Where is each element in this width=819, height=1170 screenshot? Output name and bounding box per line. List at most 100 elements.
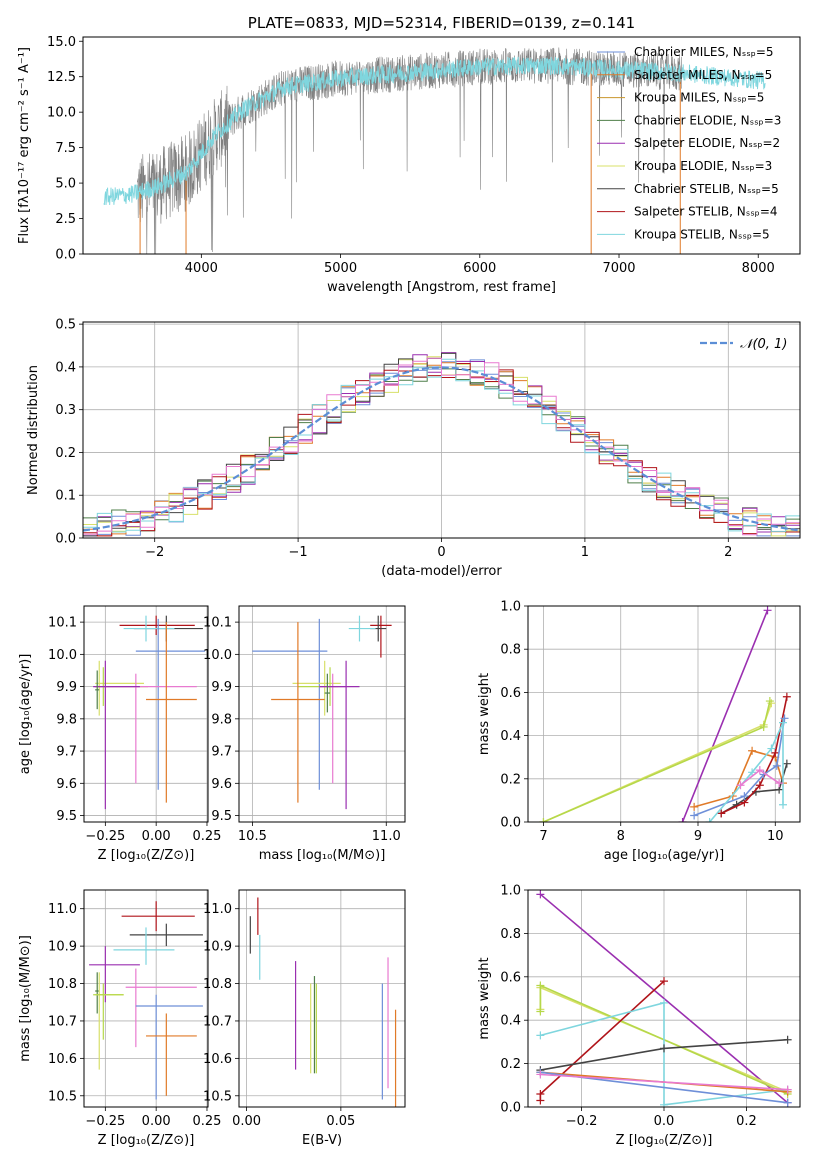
axes-residuals: −2 −1 0 1 2 0.0 0.1 0.2 0.3 0.4 0.5 (data-model)/er… [26, 318, 801, 579]
series-marker [736, 781, 745, 790]
errorbar-point [95, 673, 197, 784]
plot-area-weight_vs_age [528, 606, 800, 822]
x-tick-label: 7 [539, 829, 547, 844]
y-tick-label: 0.5 [55, 318, 76, 333]
errorbar-point [292, 660, 341, 716]
series-marker [678, 818, 687, 822]
x-tick-label: 0.00 [142, 1114, 171, 1129]
y-tick-label: 15.0 [47, 35, 76, 50]
legend-entry: 𝒩(0, 1) [740, 337, 787, 352]
x-tick-label: 5000 [324, 261, 357, 276]
plot-area-residuals [83, 322, 800, 538]
series-marker [536, 1031, 545, 1040]
x-tick-label: 0.25 [193, 829, 222, 844]
y-axis-label: mass [log₁₀(M/M⊙)] [18, 935, 33, 1062]
y-tick-label: 10.7 [48, 1014, 77, 1029]
axes-weight_vs_Z: −0.2 0.0 0.2 0.0 0.2 0.4 0.6 0.8 1.0 Z [log₁₀(Z/Z… [477, 884, 801, 1148]
plot-area-mass_vs_Z [84, 890, 208, 1107]
axes-frame [83, 889, 209, 1108]
series-marker [767, 744, 776, 753]
x-axis-label: E(B-V) [302, 1133, 342, 1148]
x-tick-label: 0.05 [326, 1114, 355, 1129]
series-marker [763, 606, 772, 615]
x-tick-label: −0.25 [85, 829, 125, 844]
errorbar-point [324, 673, 331, 713]
series-line [693, 718, 786, 817]
x-axis-label: mass [log₁₀(M/M⊙)] [259, 848, 386, 863]
x-axis-label: Z [log₁₀(Z/Z⊙)] [616, 1133, 713, 1148]
y-tick-label: 10.1 [48, 616, 77, 631]
x-axis-label: age [log₁₀(age/yr)] [604, 848, 725, 863]
series-marker [717, 809, 726, 818]
errorbar-point [146, 622, 197, 803]
axes-mass_vs_Z: −0.25 0.00 0.25 10.5 10.6 10.7 10.8 10.9 11.0 Z [… [18, 889, 221, 1148]
series-marker [755, 781, 764, 790]
x-tick-label: −0.25 [85, 1114, 125, 1129]
x-tick-label: 9 [694, 829, 702, 844]
errorbar-point [129, 923, 203, 947]
y-tick-label: 0.0 [500, 816, 521, 831]
axes-age_vs_Z: −0.25 0.00 0.25 9.5 9.6 9.7 9.8 9.9 10.0 10.1 Z [l… [18, 605, 222, 863]
normal-curve [83, 366, 800, 532]
series-marker [779, 718, 787, 727]
series-marker [660, 1100, 668, 1107]
errorbar-point [348, 615, 376, 642]
legend-entry: Chabrier STELIB, Nₛₛₚ=5 [634, 182, 779, 196]
x-tick-label: 1 [581, 545, 589, 560]
x-tick-label: 0.00 [142, 829, 171, 844]
errorbar-point [113, 927, 175, 965]
y-tick-label: 10.8 [203, 977, 232, 992]
legend-entry: Kroupa MILES, Nₛₛₚ=5 [634, 91, 764, 105]
legend-entry: Chabrier ELODIE, Nₛₛₚ=3 [634, 113, 781, 127]
plot-area-spectrum [103, 47, 766, 254]
chart-title: PLATE=0833, MJD=52314, FIBERID=0139, z=0… [248, 14, 635, 32]
series-marker [780, 714, 789, 723]
series-marker [765, 697, 774, 706]
y-tick-label: 9.9 [211, 680, 232, 695]
y-tick-label: 9.9 [56, 680, 77, 695]
series-marker [660, 977, 668, 986]
series-marker [755, 766, 764, 775]
legend: Chabrier MILES, Nₛₛₚ=5 Salpeter MILES, Nₛ… [597, 45, 781, 241]
y-tick-label: 0.6 [500, 686, 521, 701]
legend-entry: Salpeter ELODIE, Nₛₛₚ=2 [634, 136, 780, 150]
legend-entry: Kroupa STELIB, Nₛₛₚ=5 [634, 227, 770, 241]
y-tick-label: 9.6 [211, 777, 232, 792]
y-tick-label: 9.8 [211, 712, 232, 727]
x-tick-label: 8 [617, 829, 625, 844]
x-tick-label: 2 [724, 545, 732, 560]
errorbar-point [95, 670, 100, 710]
y-tick-label: 10.7 [203, 1014, 232, 1029]
x-tick-label: 11.0 [372, 829, 401, 844]
errorbar-point [252, 618, 328, 790]
plot-area-age_vs_mass [239, 606, 405, 822]
frame-mass_vs_ebv: 0.00 0.05 10.5 10.6 10.7 10.8 10.9 11.0 E(B-V) [203, 889, 406, 1148]
histogram-extra_pink [83, 357, 800, 536]
series-marker [772, 761, 781, 770]
axes-frame [238, 889, 406, 1108]
y-tick-label: 0.6 [500, 970, 521, 985]
series-marker [771, 748, 780, 757]
y-tick-label: 0.8 [500, 643, 521, 658]
y-tick-label: 10.0 [47, 106, 76, 121]
y-tick-label: 10.6 [48, 1052, 77, 1067]
y-axis-label: Flux [fλ10⁻¹⁷ erg cm⁻² s⁻¹ A⁻¹] [17, 47, 32, 244]
series-line [539, 980, 665, 1101]
y-tick-label: 10.9 [203, 940, 232, 955]
x-tick-label: 10.5 [238, 829, 267, 844]
y-tick-label: 10.5 [48, 1089, 77, 1104]
series-marker [536, 1089, 545, 1098]
axes-spectrum: 4000 5000 6000 7000 8000 0.0 2.5 5.0 7.5 10.0 12.5… [17, 35, 801, 295]
series-line [539, 893, 789, 1104]
x-axis-label: wavelength [Angstrom, rest frame] [327, 280, 556, 295]
errorbar-point [146, 1013, 197, 1096]
x-tick-label: 0.2 [736, 1114, 757, 1129]
y-tick-label: 1.0 [500, 600, 521, 615]
plot-area-weight_vs_Z [528, 890, 800, 1107]
errorbar-point [95, 972, 100, 1014]
frame-age_vs_mass: 10.5 11.0 9.5 9.6 9.7 9.8 9.9 10.0 10.1 mass [log… [203, 605, 406, 863]
y-tick-label: 0.3 [55, 403, 76, 418]
series-marker [536, 981, 545, 990]
y-tick-label: 1.0 [500, 884, 521, 899]
legend-entry: Kroupa ELODIE, Nₛₛₚ=3 [634, 159, 772, 173]
